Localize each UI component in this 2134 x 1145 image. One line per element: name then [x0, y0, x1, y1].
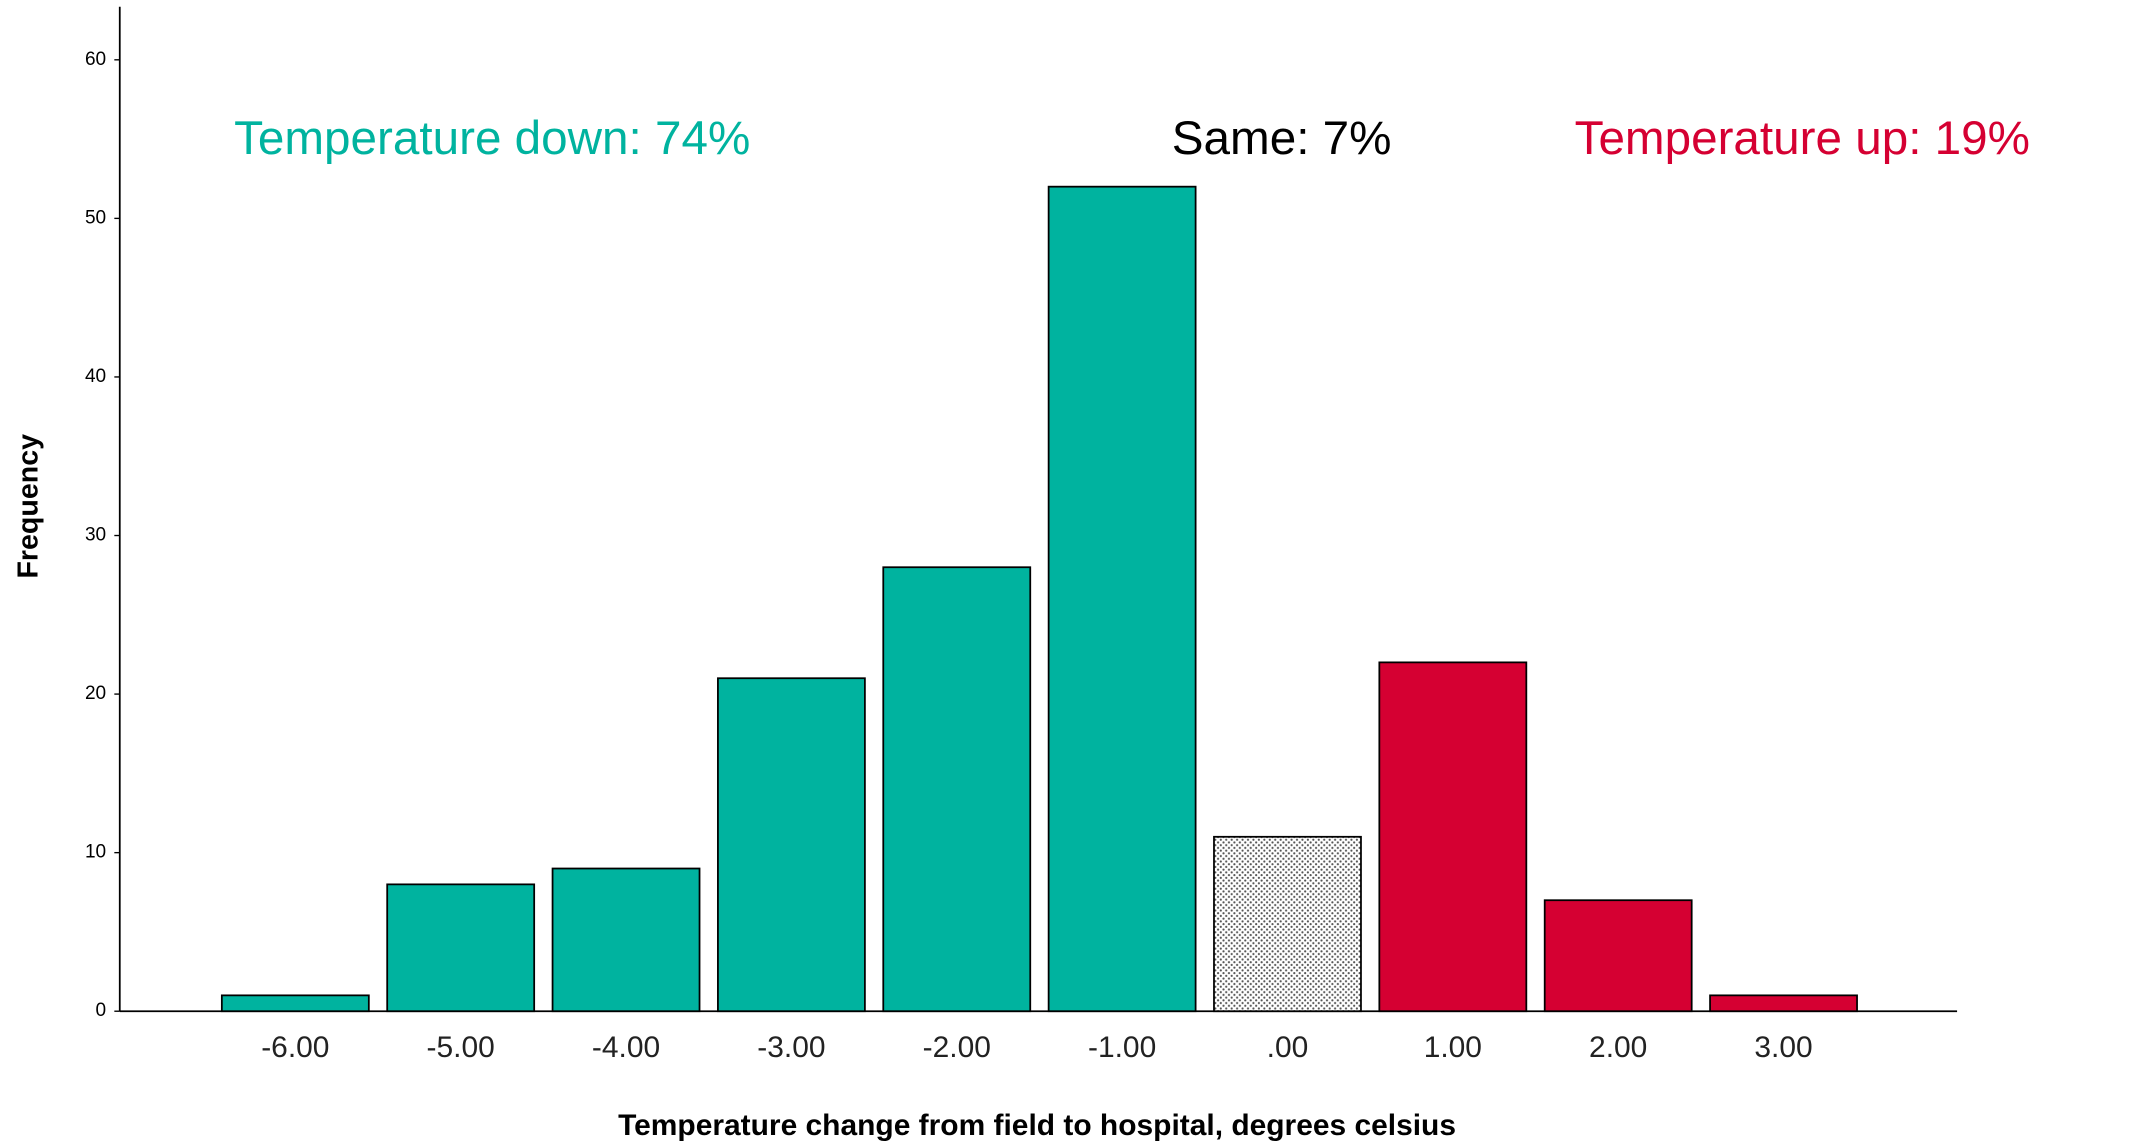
- bar: [1709, 994, 1858, 1013]
- bar: [1378, 661, 1528, 1013]
- annotation: Temperature down: 74%: [234, 112, 750, 165]
- y-tick-label: 50: [85, 207, 106, 228]
- y-tick-label: 30: [85, 525, 106, 546]
- x-tick-label: -1.00: [1088, 1031, 1156, 1064]
- bar: [882, 566, 1032, 1013]
- annotation: Temperature up: 19%: [1575, 112, 2030, 165]
- annotation: Same: 7%: [1172, 112, 1392, 165]
- x-tick-label: -2.00: [923, 1031, 991, 1064]
- x-axis-label: Temperature change from field to hospita…: [618, 1109, 1456, 1142]
- x-tick-label: -3.00: [757, 1031, 825, 1064]
- y-tick-label: 0: [96, 1000, 107, 1021]
- x-tick-label: .00: [1267, 1031, 1309, 1064]
- y-tick-label: 40: [85, 366, 106, 387]
- bar: [551, 867, 701, 1013]
- bar: [386, 883, 536, 1013]
- x-tick-label: -4.00: [592, 1031, 660, 1064]
- bar: [220, 994, 370, 1013]
- x-tick-label: -5.00: [427, 1031, 495, 1064]
- bar: [1543, 899, 1693, 1013]
- y-tick-label: 20: [85, 683, 106, 704]
- y-axis-label: Frequency: [12, 434, 44, 579]
- x-tick-label: 2.00: [1589, 1031, 1647, 1064]
- x-tick-label: 1.00: [1424, 1031, 1482, 1064]
- bar: [717, 677, 866, 1013]
- bar: [1213, 835, 1362, 1013]
- y-tick-label: 60: [85, 49, 106, 70]
- x-tick-label: -6.00: [261, 1031, 329, 1064]
- x-tick-label: 3.00: [1754, 1031, 1812, 1064]
- bar: [1047, 185, 1197, 1013]
- y-tick-label: 10: [85, 842, 106, 863]
